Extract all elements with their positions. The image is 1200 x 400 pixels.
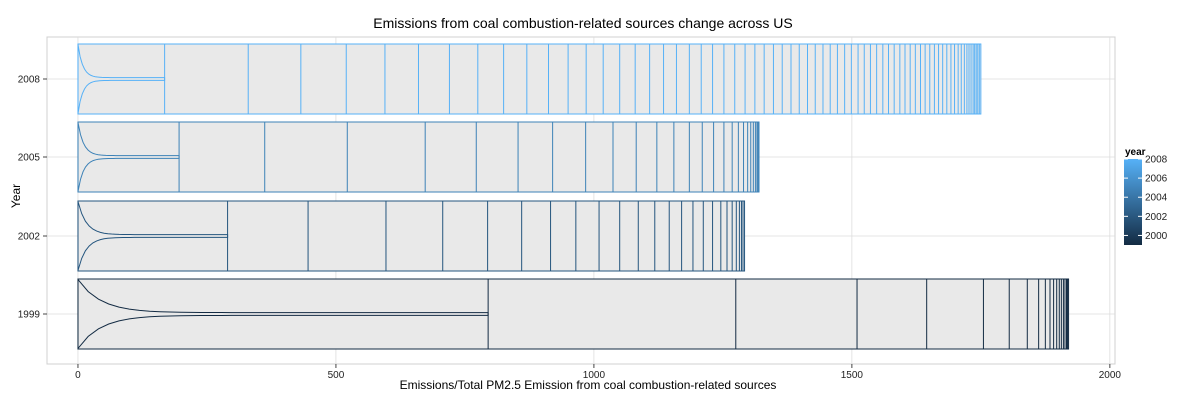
plot-layer: 0 500 1000 1500 2000 2008 2005 2002 1999	[18, 36, 1122, 381]
x-tick-label-4: 2000	[1099, 370, 1122, 381]
y-tick-label-3: 1999	[18, 310, 41, 321]
violin-2005	[77, 122, 180, 192]
violin-1999	[77, 278, 489, 350]
x-tick-label-1: 500	[328, 370, 345, 381]
bar-2005	[77, 121, 760, 193]
legend-label-4: 2000	[1145, 231, 1168, 242]
chart-title: Emissions from coal combustion-related s…	[373, 15, 792, 31]
bar-group-2005	[77, 121, 760, 193]
x-tick-label-0: 0	[75, 370, 81, 381]
bar-2002	[77, 200, 746, 272]
bar-1999	[77, 278, 1070, 350]
bar-group-2002	[77, 200, 746, 272]
y-tick-label-2: 2002	[18, 232, 41, 243]
legend: 2008 2006 2004 2002 2000	[1124, 155, 1168, 245]
bar-group-2008	[77, 43, 982, 115]
y-tick-label-0: 2008	[18, 75, 41, 86]
legend-label-3: 2002	[1145, 212, 1168, 223]
legend-label-1: 2006	[1145, 174, 1168, 185]
legend-label-0: 2008	[1145, 155, 1168, 166]
x-axis-title: Emissions/Total PM2.5 Emission from coal…	[400, 378, 777, 392]
bar-2008	[77, 43, 982, 115]
bar-group-1999	[77, 278, 1070, 350]
legend-label-2: 2004	[1145, 193, 1168, 204]
legend-title: year	[1125, 147, 1146, 158]
y-axis-title: Year	[9, 184, 23, 208]
violin-2002	[77, 201, 229, 271]
y-tick-label-1: 2005	[18, 153, 41, 164]
x-tick-label-2: 1000	[583, 370, 606, 381]
legend-colorbar	[1124, 159, 1142, 245]
x-tick-label-3: 1500	[841, 370, 864, 381]
violin-2008	[77, 44, 166, 114]
